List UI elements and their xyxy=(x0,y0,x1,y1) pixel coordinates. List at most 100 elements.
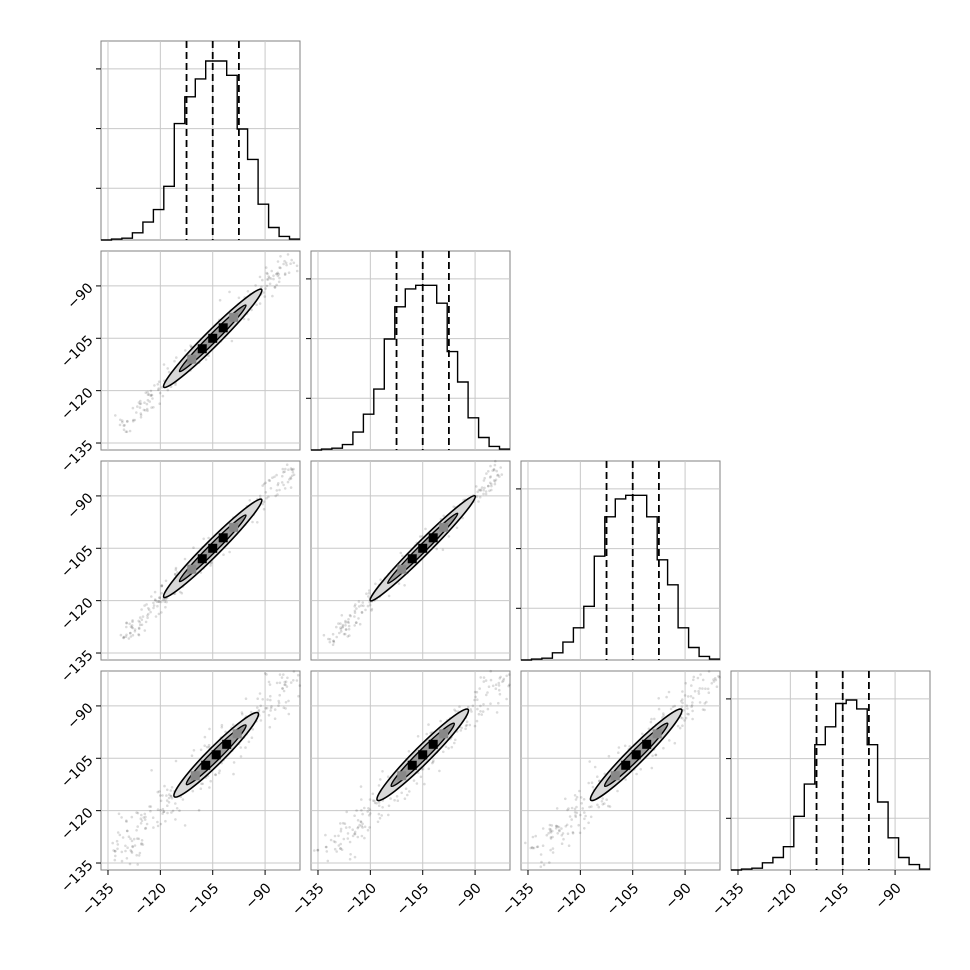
sample-point xyxy=(679,699,683,703)
sample-point xyxy=(530,846,534,849)
sample-point xyxy=(254,284,257,287)
sample-point xyxy=(485,472,488,475)
sample-point xyxy=(276,483,280,487)
sample-point xyxy=(205,745,209,749)
sample-point xyxy=(682,709,685,712)
sample-point xyxy=(267,478,271,482)
sample-point xyxy=(378,816,382,820)
sample-point xyxy=(493,480,497,483)
sample-point xyxy=(587,781,590,785)
sample-point xyxy=(347,621,351,624)
sample-point xyxy=(703,702,707,705)
sample-point xyxy=(357,825,360,829)
sample-point xyxy=(190,754,194,757)
sample-point xyxy=(616,789,619,793)
sample-point xyxy=(143,409,147,412)
sample-point xyxy=(169,794,173,798)
sample-point xyxy=(683,694,687,697)
sample-point xyxy=(681,698,684,701)
sample-point xyxy=(174,802,177,805)
sample-point xyxy=(408,790,411,793)
sample-point xyxy=(137,626,141,630)
sample-point xyxy=(183,557,187,561)
sample-point xyxy=(284,467,287,471)
sample-point xyxy=(131,845,134,848)
sample-point xyxy=(494,683,498,686)
sample-point xyxy=(149,809,152,813)
sample-point xyxy=(125,829,129,833)
sample-point xyxy=(173,359,176,363)
sample-point xyxy=(174,568,178,571)
sample-point xyxy=(174,566,178,570)
sample-point xyxy=(668,739,671,742)
sample-point xyxy=(143,604,146,607)
sample-point xyxy=(267,680,271,684)
sample-point xyxy=(283,470,286,474)
sample-point xyxy=(150,406,153,409)
sample-point xyxy=(403,584,406,587)
sample-point xyxy=(560,834,564,837)
sample-point xyxy=(259,704,263,708)
sample-point xyxy=(501,680,504,683)
sample-point xyxy=(487,685,491,688)
sample-point xyxy=(712,678,715,681)
sample-point xyxy=(217,771,221,775)
sample-point xyxy=(287,699,290,703)
sample-point xyxy=(146,390,149,394)
sample-point xyxy=(143,401,146,405)
sample-point xyxy=(387,594,391,598)
sample-point xyxy=(125,819,128,822)
sample-point xyxy=(170,796,174,800)
sample-point xyxy=(357,605,361,608)
sample-point xyxy=(111,841,114,845)
sample-point xyxy=(492,467,496,471)
sample-point xyxy=(284,707,287,710)
sample-point xyxy=(275,272,278,276)
sample-point xyxy=(129,631,132,635)
sample-point xyxy=(480,713,484,716)
sample-point xyxy=(536,845,540,848)
sample-point xyxy=(575,795,579,799)
sample-point xyxy=(324,833,327,837)
sample-point xyxy=(154,599,157,602)
sample-point xyxy=(129,849,132,852)
sample-point xyxy=(496,474,499,477)
sample-point xyxy=(158,596,162,600)
sample-point xyxy=(154,615,158,618)
sample-point xyxy=(175,807,179,810)
y-tick-label: −105 xyxy=(58,753,97,792)
sample-point xyxy=(129,635,133,638)
sample-point xyxy=(159,799,163,803)
sample-point xyxy=(282,470,285,474)
sample-point xyxy=(361,822,364,826)
sample-point xyxy=(200,782,203,786)
sample-point xyxy=(455,526,459,530)
sample-point xyxy=(281,687,285,690)
sample-point xyxy=(601,797,604,800)
sample-point xyxy=(507,673,511,676)
sample-point xyxy=(262,291,265,294)
sample-point xyxy=(335,635,339,639)
density-cell xyxy=(439,522,449,532)
sample-point xyxy=(348,826,351,829)
sample-point xyxy=(377,801,381,804)
sample-point xyxy=(165,794,168,797)
sample-point xyxy=(397,582,401,585)
sample-point xyxy=(454,738,457,742)
sample-point xyxy=(349,614,352,618)
x-tick-label: −105 xyxy=(184,880,223,919)
sample-point xyxy=(124,430,128,434)
sample-point xyxy=(332,639,335,643)
histogram-panel-3 xyxy=(516,460,721,661)
density-cell xyxy=(418,750,428,760)
sample-point xyxy=(673,704,677,708)
sample-point xyxy=(180,591,184,595)
sample-point xyxy=(276,260,280,263)
sample-point xyxy=(377,804,381,807)
histogram-step xyxy=(521,494,720,661)
sample-point xyxy=(368,808,372,811)
sample-point xyxy=(130,815,134,819)
sample-point xyxy=(147,608,151,611)
sample-point xyxy=(174,383,177,387)
histogram-step xyxy=(731,699,930,871)
